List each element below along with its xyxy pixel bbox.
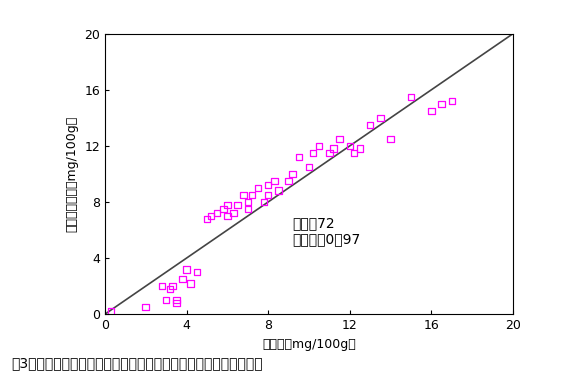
Point (304, 164, 314, 170)
Point (243, 199, 252, 205)
Point (264, 182, 273, 188)
Point (264, 192, 273, 198)
Point (206, 213, 216, 219)
Point (315, 143, 324, 149)
Point (427, 108, 436, 114)
Point (247, 192, 257, 198)
Point (437, 101, 447, 107)
Point (172, 300, 181, 306)
Point (239, 192, 248, 198)
Point (213, 210, 222, 216)
Point (172, 297, 181, 303)
Point (141, 304, 150, 310)
Text: 果実整72
相関係敗0．97: 果実整72 相関係敗0．97 (293, 216, 361, 246)
Point (178, 276, 187, 282)
Point (106, 308, 115, 314)
Point (223, 213, 232, 219)
Point (253, 185, 262, 191)
Point (233, 202, 243, 208)
Point (355, 145, 365, 152)
Point (269, 178, 279, 184)
Point (229, 210, 238, 216)
Point (223, 202, 232, 208)
Point (219, 206, 228, 212)
Point (447, 98, 456, 104)
Point (294, 154, 304, 160)
Point (308, 150, 318, 156)
Point (186, 280, 195, 286)
Point (157, 283, 167, 289)
Y-axis label: 非破壊計測値（mg/100g）: 非破壊計測値（mg/100g） (66, 116, 79, 232)
Text: 嘦3　トマトに含まれるリコペンの実測値と非破壊計測値との関係: 嘦3 トマトに含まれるリコペンの実測値と非破壊計測値との関係 (12, 356, 264, 370)
Point (274, 188, 283, 194)
Point (259, 199, 269, 205)
Point (345, 143, 354, 149)
Point (329, 145, 338, 152)
Point (284, 178, 293, 184)
Point (161, 297, 171, 303)
Point (366, 122, 375, 128)
Point (166, 286, 175, 292)
Point (335, 136, 344, 142)
Point (349, 150, 359, 156)
Point (325, 150, 334, 156)
Point (168, 283, 177, 289)
Point (406, 94, 416, 100)
Point (182, 266, 191, 272)
Point (192, 269, 202, 275)
Point (243, 206, 252, 212)
Point (376, 115, 385, 121)
Point (288, 171, 297, 177)
Point (386, 136, 395, 142)
X-axis label: 実測値（mg/100g）: 実測値（mg/100g） (262, 338, 356, 350)
Point (202, 216, 212, 222)
